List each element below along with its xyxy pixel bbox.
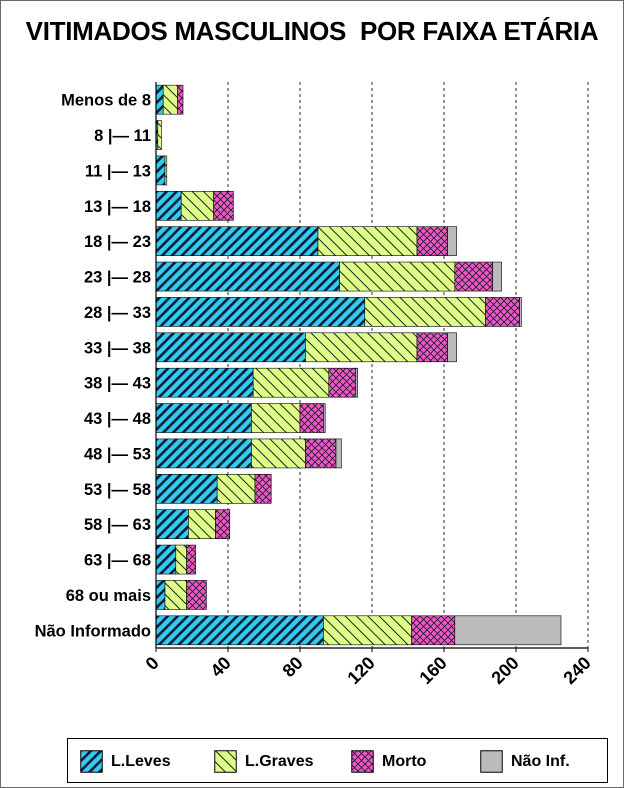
x-tick-label: 0	[142, 653, 163, 674]
bar-segment	[355, 367, 358, 398]
bar-segment	[335, 438, 342, 469]
category-label: 11 |— 13	[85, 162, 151, 180]
legend-swatch	[480, 750, 503, 773]
category-label: 8 |— 11	[94, 127, 151, 145]
x-tick-label: 80	[279, 653, 307, 681]
bars	[155, 84, 562, 646]
bar-segment	[416, 332, 448, 363]
chart-title: VITIMADOS MASCULINOS POR FAIXA ETÁRIA	[25, 16, 599, 46]
bar-segment	[155, 544, 177, 575]
category-label: Menos de 8	[61, 92, 151, 110]
bar-segment	[155, 226, 319, 256]
bar-segment	[186, 580, 207, 610]
legend-item: L.Graves	[214, 739, 313, 784]
bar-segment	[155, 191, 182, 221]
bar-segment	[339, 261, 456, 292]
bar-segment	[155, 580, 166, 610]
bar-segment	[155, 332, 306, 363]
legend-item: Morto	[351, 739, 426, 784]
bar-segment	[251, 438, 306, 469]
category-label: 28 |— 33	[84, 304, 151, 322]
legend: L.Leves L.Graves Morto Não Inf.	[67, 738, 608, 783]
bar-segment	[447, 332, 457, 363]
bar-segment	[155, 261, 340, 292]
legend-label: L.Graves	[245, 752, 314, 770]
x-tick-label: 200	[487, 653, 522, 688]
bar-segment	[164, 580, 187, 610]
legend-label: L.Leves	[111, 752, 171, 770]
bar-segment	[215, 509, 231, 539]
bar-segment	[328, 367, 357, 398]
bar-segment	[180, 191, 214, 221]
bar-segment	[155, 438, 252, 469]
bar-segment	[155, 155, 166, 186]
bar-segment	[155, 509, 189, 539]
bar-segment	[323, 403, 326, 433]
legend-label: Não Inf.	[511, 752, 570, 770]
grid-lines	[227, 82, 589, 648]
bar-segment	[164, 155, 168, 186]
category-label: 23 |— 28	[84, 269, 151, 287]
bar-segment	[492, 261, 502, 292]
x-tick-label: 160	[415, 653, 450, 688]
bar-segment	[251, 403, 301, 433]
x-tick-label: 240	[559, 653, 594, 688]
bar-segment	[155, 367, 254, 398]
bar-segment	[162, 84, 178, 115]
bar-segment	[175, 544, 187, 575]
x-tick-label: 120	[343, 653, 378, 688]
legend-swatch	[80, 750, 103, 773]
bar-segment	[305, 332, 418, 363]
legend-item: L.Leves	[80, 739, 171, 784]
bar-segment	[216, 474, 256, 504]
x-tick-label: 40	[207, 653, 235, 681]
legend-item: Não Inf.	[480, 739, 570, 784]
bar-segment	[177, 84, 184, 115]
legend-swatch	[214, 750, 237, 773]
category-label: 48 |— 53	[84, 445, 151, 463]
bar-segment	[454, 261, 493, 292]
bar-segment	[454, 615, 562, 646]
bar-segment	[305, 438, 337, 469]
bar-segment	[364, 297, 486, 327]
bar-segment	[411, 615, 456, 646]
category-label: 43 |— 48	[84, 410, 151, 428]
bar-segment	[213, 191, 234, 221]
category-label: 68 ou mais	[66, 587, 151, 605]
bar-segment	[155, 474, 218, 504]
bar-segment	[186, 544, 196, 575]
bar-segment	[155, 615, 324, 646]
bar-segment	[447, 226, 457, 256]
bar-segment	[155, 84, 164, 115]
bar-segment	[299, 403, 324, 433]
category-label: Não Informado	[35, 622, 151, 640]
category-label: 53 |— 58	[84, 481, 151, 499]
bar-segment	[317, 226, 418, 256]
bar-segment	[323, 615, 412, 646]
category-label: 63 |— 68	[84, 552, 151, 570]
legend-swatch	[351, 750, 374, 773]
bar-segment	[155, 297, 366, 327]
category-label: 13 |— 18	[84, 198, 151, 216]
bar-segment	[188, 509, 216, 539]
bar-segment	[155, 403, 252, 433]
bar-segment	[519, 297, 522, 327]
bar-segment	[254, 474, 272, 504]
bar-segment	[485, 297, 520, 327]
bar-segment	[157, 120, 162, 150]
legend-label: Morto	[382, 752, 427, 770]
category-label: 58 |— 63	[84, 516, 151, 534]
category-label: 18 |— 23	[84, 233, 151, 251]
axes	[155, 82, 589, 652]
category-label: 38 |— 43	[84, 375, 151, 393]
category-label: 33 |— 38	[84, 339, 151, 357]
bar-segment	[252, 367, 330, 398]
bar-segment	[416, 226, 448, 256]
